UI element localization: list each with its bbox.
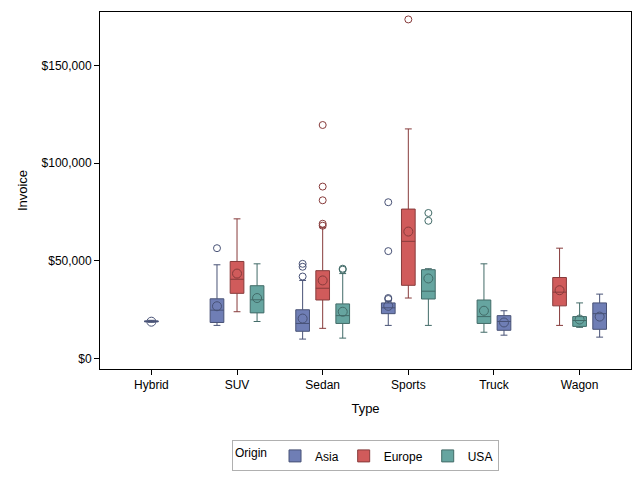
svg-text:Asia: Asia <box>315 450 339 464</box>
svg-text:$0: $0 <box>78 352 92 366</box>
svg-text:$150,000: $150,000 <box>42 59 92 73</box>
svg-text:Type: Type <box>351 401 379 416</box>
svg-text:Truck: Truck <box>479 378 510 392</box>
svg-text:Invoice: Invoice <box>15 170 30 211</box>
svg-text:Europe: Europe <box>384 450 423 464</box>
svg-text:Origin: Origin <box>235 446 267 460</box>
svg-text:Wagon: Wagon <box>561 378 599 392</box>
svg-text:SUV: SUV <box>225 378 250 392</box>
svg-text:USA: USA <box>468 450 493 464</box>
svg-text:Hybrid: Hybrid <box>134 378 169 392</box>
svg-text:Sedan: Sedan <box>305 378 340 392</box>
svg-text:Sports: Sports <box>391 378 426 392</box>
svg-text:$100,000: $100,000 <box>42 156 92 170</box>
svg-text:$50,000: $50,000 <box>48 254 92 268</box>
